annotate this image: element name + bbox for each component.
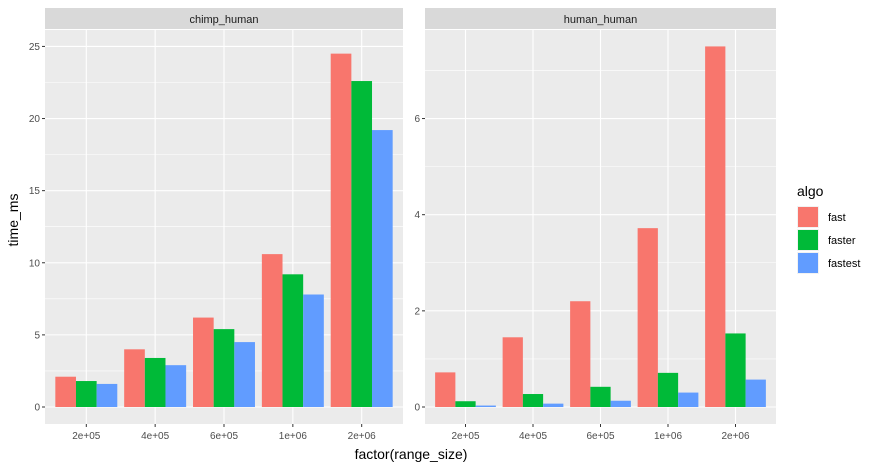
x-tick-label: 6e+05 [586,431,615,442]
bar-faster-1e+06 [657,372,679,407]
bar-faster-6e+05 [213,329,235,407]
bar-fastest-4e+05 [165,365,187,407]
strip-label: chimp_human [189,14,258,26]
bar-fast-2e+05 [55,376,76,407]
bar-fastest-1e+06 [303,294,324,407]
x-tick-label: 2e+06 [348,431,377,442]
y-tick-label: 2 [414,306,420,317]
legend-key-fast [798,207,818,227]
bar-fast-2e+06 [705,46,726,408]
bar-fast-6e+05 [570,301,591,407]
bar-faster-6e+05 [590,386,611,407]
y-tick-label: 5 [34,330,40,341]
y-tick-label: 0 [414,403,420,414]
y-axis-title: time_ms [5,194,21,247]
legend-key-fastest [798,253,818,273]
legend-key-faster [798,230,818,250]
legend-label-fast: fast [828,212,846,224]
bar-faster-4e+05 [522,394,544,407]
x-tick-label: 2e+05 [72,431,101,442]
bar-faster-1e+06 [282,274,304,407]
bar-fastest-1e+06 [678,392,699,407]
bar-fastest-2e+05 [475,405,496,407]
bar-fastest-2e+06 [745,379,766,407]
facet-human_human: human_human 0 2 4 6 2e+05 4e+05 6e+05 1e+06 2e+06 [414,8,776,442]
y-tick-label: 0 [34,403,40,414]
x-tick-label: 2e+06 [721,431,750,442]
legend: algo fast faster fastest [797,183,860,274]
bar-faster-4e+05 [144,357,166,407]
strip-background [45,8,403,29]
y-tick-label: 4 [414,210,420,221]
x-tick-label: 4e+05 [141,431,170,442]
y-tick-label: 25 [29,42,41,53]
bar-fastest-2e+06 [372,130,393,408]
bar-faster-2e+06 [725,333,746,407]
bar-fast-4e+05 [502,337,523,407]
x-axis-title: factor(range_size) [355,446,468,462]
x-tick-label: 4e+05 [519,431,548,442]
bar-fastest-4e+05 [543,403,564,407]
strip-label: human_human [564,14,637,26]
bar-fast-1e+06 [261,254,283,407]
y-tick-label: 20 [29,114,41,125]
bar-fastest-6e+05 [610,400,631,407]
bar-fastest-2e+05 [96,383,118,407]
bar-faster-2e+05 [75,381,97,407]
bar-fastest-6e+05 [234,342,255,407]
bar-fast-1e+06 [637,228,658,407]
y-tick-label: 10 [29,258,41,269]
bar-fast-4e+05 [124,349,145,407]
x-tick-label: 1e+06 [654,431,683,442]
bar-fast-2e+06 [330,53,352,408]
legend-label-fastest: fastest [828,258,860,270]
x-tick-label: 2e+05 [451,431,480,442]
strip-background [425,8,776,29]
bar-faster-2e+05 [455,401,476,407]
bar-fast-2e+05 [435,372,456,407]
y-tick-label: 15 [29,186,41,197]
legend-title: algo [797,183,824,199]
x-tick-label: 1e+06 [279,431,308,442]
bar-faster-2e+06 [351,81,373,408]
y-tick-label: 6 [414,114,420,125]
legend-label-faster: faster [828,235,856,247]
x-tick-label: 6e+05 [210,431,239,442]
bar-fast-6e+05 [193,317,214,407]
facet-chimp_human: chimp_human 0 5 10 15 20 25 2e+05 4e+05 6e+05 1e+0… [29,8,403,442]
